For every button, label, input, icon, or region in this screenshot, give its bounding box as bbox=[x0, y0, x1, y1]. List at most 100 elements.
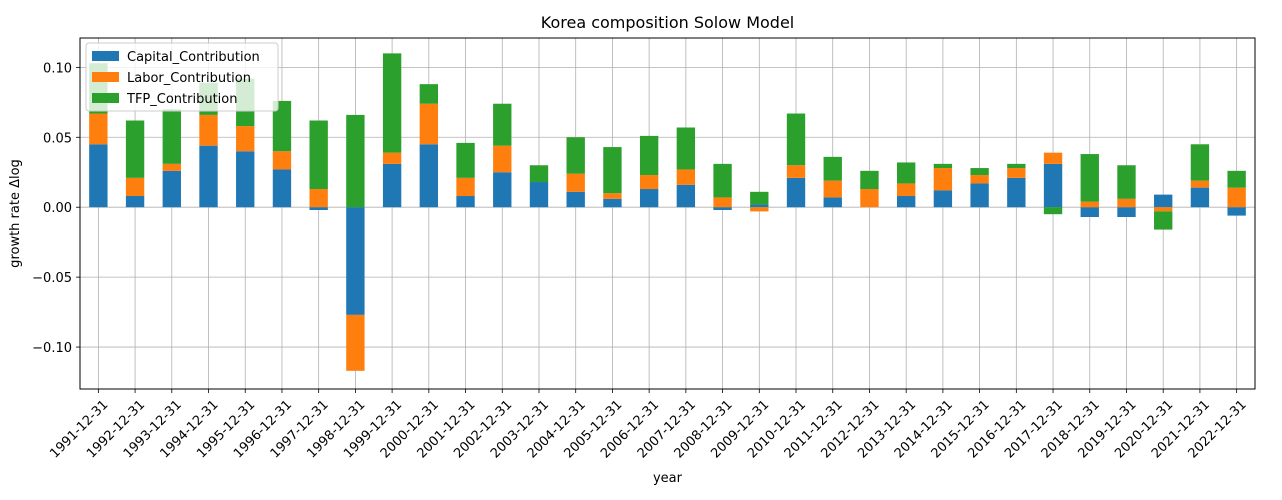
bar-capital-contribution bbox=[125, 196, 145, 208]
bar-labor-contribution bbox=[456, 177, 475, 197]
bar-capital-contribution bbox=[750, 204, 769, 208]
bar-labor-contribution bbox=[1190, 180, 1210, 188]
legend-label: Labor_Contribution bbox=[127, 71, 251, 86]
legend-swatch bbox=[92, 51, 119, 61]
bar-tfp-contribution bbox=[750, 191, 769, 205]
bar-capital-contribution bbox=[199, 145, 218, 208]
bar-tfp-contribution bbox=[309, 120, 328, 190]
bar-capital-contribution bbox=[566, 191, 585, 208]
legend-swatch bbox=[92, 93, 119, 103]
bar-capital-contribution bbox=[823, 197, 842, 208]
bar-labor-contribution bbox=[1117, 198, 1136, 208]
bar-capital-contribution bbox=[346, 207, 365, 315]
bar-tfp-contribution bbox=[1227, 170, 1246, 188]
bar-capital-contribution bbox=[1117, 207, 1136, 217]
bar-labor-contribution bbox=[419, 103, 439, 145]
bar-tfp-contribution bbox=[272, 100, 292, 152]
bar-labor-contribution bbox=[272, 151, 292, 170]
bar-labor-contribution bbox=[933, 168, 953, 191]
bar-capital-contribution bbox=[89, 144, 108, 208]
bar-tfp-contribution bbox=[1154, 211, 1173, 230]
bar-capital-contribution bbox=[786, 177, 806, 208]
y-tick-label: 0.05 bbox=[43, 131, 72, 146]
y-tick-label: −0.10 bbox=[32, 341, 72, 356]
bar-labor-contribution bbox=[493, 145, 512, 173]
bar-labor-contribution bbox=[162, 163, 181, 171]
bar-labor-contribution bbox=[309, 189, 328, 208]
bar-tfp-contribution bbox=[125, 120, 145, 178]
bar-labor-contribution bbox=[676, 169, 696, 185]
bar-tfp-contribution bbox=[1043, 207, 1063, 215]
bar-capital-contribution bbox=[1043, 163, 1063, 208]
bar-labor-contribution bbox=[89, 113, 108, 145]
bar-tfp-contribution bbox=[1190, 144, 1210, 181]
bar-capital-contribution bbox=[456, 196, 475, 208]
bar-labor-contribution bbox=[1007, 168, 1026, 178]
bar-tfp-contribution bbox=[419, 84, 439, 104]
bar-capital-contribution bbox=[1227, 207, 1246, 216]
bar-capital-contribution bbox=[309, 207, 328, 211]
bar-capital-contribution bbox=[382, 163, 402, 208]
bar-labor-contribution bbox=[750, 207, 769, 212]
bar-tfp-contribution bbox=[1080, 154, 1099, 202]
x-axis-title: year bbox=[653, 471, 683, 486]
bar-capital-contribution bbox=[236, 151, 255, 208]
bar-labor-contribution bbox=[896, 183, 916, 197]
bar-labor-contribution bbox=[199, 114, 218, 146]
bar-labor-contribution bbox=[1043, 152, 1063, 164]
bar-tfp-contribution bbox=[860, 170, 879, 190]
bar-tfp-contribution bbox=[896, 162, 916, 184]
bar-tfp-contribution bbox=[823, 156, 842, 181]
bar-capital-contribution bbox=[676, 184, 696, 208]
bar-labor-contribution bbox=[1154, 207, 1173, 212]
bar-tfp-contribution bbox=[529, 165, 549, 183]
bar-capital-contribution bbox=[529, 182, 549, 208]
bar-capital-contribution bbox=[1190, 187, 1210, 208]
bar-tfp-contribution bbox=[603, 147, 622, 194]
chart-title: Korea composition Solow Model bbox=[541, 13, 794, 32]
bar-capital-contribution bbox=[493, 172, 512, 208]
bar-capital-contribution bbox=[1154, 194, 1173, 208]
bar-tfp-contribution bbox=[566, 137, 585, 174]
y-axis-title: growth rate Δlog bbox=[8, 159, 23, 268]
bar-capital-contribution bbox=[896, 196, 916, 208]
bar-tfp-contribution bbox=[933, 163, 953, 169]
bar-tfp-contribution bbox=[382, 53, 402, 153]
y-tick-label: 0.00 bbox=[43, 201, 72, 216]
bar-labor-contribution bbox=[970, 175, 989, 184]
legend-swatch bbox=[92, 72, 119, 82]
bar-tfp-contribution bbox=[786, 113, 806, 166]
bar-capital-contribution bbox=[419, 144, 439, 208]
y-axis: −0.10 −0.05 0.00 0.05 0.10 bbox=[32, 61, 80, 356]
bar-tfp-contribution bbox=[162, 109, 181, 164]
bar-labor-contribution bbox=[713, 197, 732, 208]
bar-tfp-contribution bbox=[493, 103, 512, 146]
bar-tfp-contribution bbox=[1007, 163, 1026, 169]
bar-labor-contribution bbox=[1227, 187, 1246, 208]
bar-labor-contribution bbox=[382, 152, 402, 164]
bar-tfp-contribution bbox=[456, 142, 475, 178]
bar-capital-contribution bbox=[272, 169, 292, 208]
legend-label: TFP_Contribution bbox=[126, 92, 237, 107]
bar-labor-contribution bbox=[860, 189, 879, 208]
bar-tfp-contribution bbox=[346, 114, 365, 208]
bar-labor-contribution bbox=[346, 314, 365, 371]
bar-capital-contribution bbox=[603, 198, 622, 208]
bar-capital-contribution bbox=[162, 170, 181, 208]
bar-labor-contribution bbox=[236, 126, 255, 152]
bars bbox=[89, 53, 1246, 371]
plot-frame bbox=[79, 37, 1256, 390]
legend-box bbox=[85, 42, 279, 112]
bar-capital-contribution bbox=[970, 183, 989, 208]
bar-capital-contribution bbox=[639, 189, 659, 208]
legend: Capital_Contribution Labor_Contribution TF… bbox=[85, 42, 279, 112]
bar-labor-contribution bbox=[823, 180, 842, 198]
bar-labor-contribution bbox=[639, 175, 659, 190]
bar-labor-contribution bbox=[125, 177, 145, 197]
bar-tfp-contribution bbox=[713, 163, 732, 198]
bar-capital-contribution bbox=[1007, 177, 1026, 208]
y-tick-label: 0.10 bbox=[43, 61, 72, 76]
bar-capital-contribution bbox=[713, 207, 732, 211]
bar-labor-contribution bbox=[566, 173, 585, 192]
